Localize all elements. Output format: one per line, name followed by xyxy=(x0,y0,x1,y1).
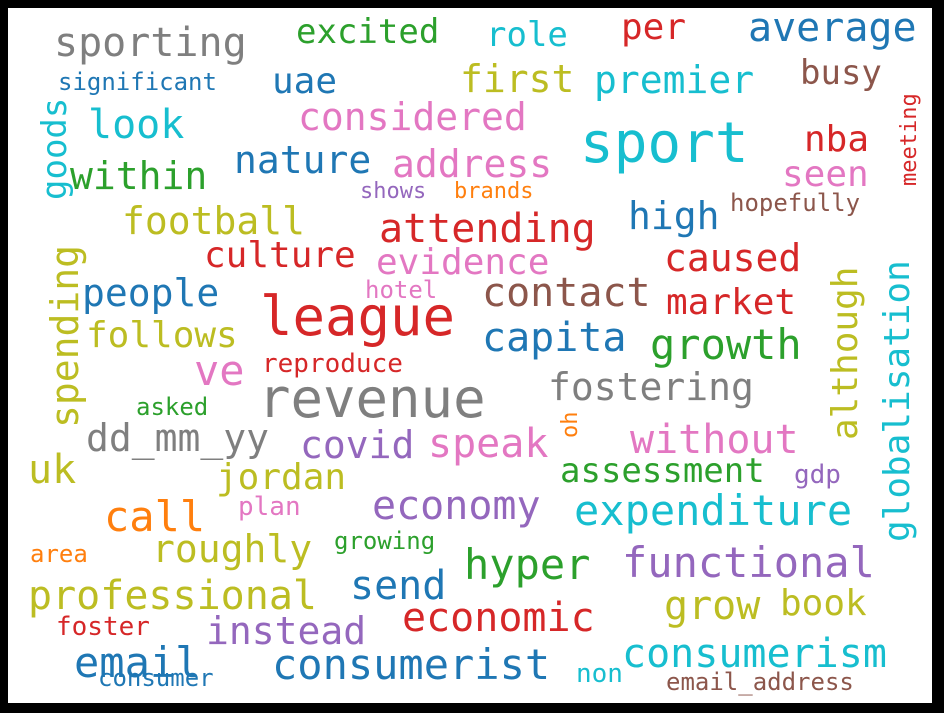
word-fostering: fostering xyxy=(548,365,754,409)
word-send: send xyxy=(350,563,447,609)
word-growing: growing xyxy=(334,527,436,555)
word-sporting: sporting xyxy=(54,20,247,66)
word-goods: goods xyxy=(35,97,75,200)
word-economic: economic xyxy=(402,595,595,641)
word-oh: oh xyxy=(558,411,583,439)
word-busy: busy xyxy=(800,53,882,93)
word-seen: seen xyxy=(782,154,869,195)
word-hyper: hyper xyxy=(464,540,591,589)
word-address: address xyxy=(392,142,553,186)
word-grow: grow xyxy=(664,583,761,629)
word-premier: premier xyxy=(594,58,755,102)
word-hotel: hotel xyxy=(365,276,438,304)
word-plan: plan xyxy=(238,492,301,522)
word-book: book xyxy=(780,583,867,624)
word-asked: asked xyxy=(136,393,209,421)
word-uk: uk xyxy=(28,447,77,493)
word-gdp: gdp xyxy=(794,460,841,490)
word-assessment: assessment xyxy=(560,451,765,491)
word-call: call xyxy=(104,492,206,541)
word-average: average xyxy=(748,8,917,51)
word-uae: uae xyxy=(272,61,338,102)
word-look: look xyxy=(88,102,185,148)
word-functional: functional xyxy=(622,538,875,587)
word-market: market xyxy=(666,282,797,323)
word-spending: spending xyxy=(43,244,87,428)
word-dd_mm_yy: dd_mm_yy xyxy=(86,416,270,460)
word-area: area xyxy=(30,540,88,568)
word-globalisation: globalisation xyxy=(877,260,918,542)
word-speak: speak xyxy=(428,421,549,467)
word-evidence: evidence xyxy=(376,242,550,283)
word-people: people xyxy=(82,271,220,315)
word-revenue: revenue xyxy=(258,367,486,430)
word-jordan: jordan xyxy=(216,457,347,498)
word-caused: caused xyxy=(664,236,802,280)
word-significant: significant xyxy=(58,68,217,96)
word-follows: follows xyxy=(86,315,238,356)
word-culture: culture xyxy=(204,235,356,276)
word-covid: covid xyxy=(300,423,415,467)
word-cloud: sporting excited role per average signif… xyxy=(8,8,932,703)
word-contact: contact xyxy=(482,270,651,316)
word-considered: considered xyxy=(298,95,527,139)
word-instead: instead xyxy=(206,609,367,653)
word-email_address: email_address xyxy=(666,668,854,696)
word-football: football xyxy=(122,199,306,243)
word-high: high xyxy=(628,194,720,238)
word-hopefully: hopefully xyxy=(730,189,861,217)
word-ve: ve xyxy=(194,346,245,395)
word-capita: capita xyxy=(482,315,627,361)
word-attending: attending xyxy=(379,206,596,252)
word-non: non xyxy=(576,659,623,689)
word-roughly: roughly xyxy=(152,527,313,571)
word-league: league xyxy=(260,285,456,348)
word-email: email xyxy=(74,638,201,687)
word-expenditure: expenditure xyxy=(574,486,853,535)
word-shows: shows xyxy=(360,179,427,204)
word-role: role xyxy=(486,15,568,55)
word-foster: foster xyxy=(56,612,150,642)
word-excited: excited xyxy=(296,12,440,52)
word-without: without xyxy=(630,417,799,463)
word-consumerist: consumerist xyxy=(272,640,551,689)
word-nature: nature xyxy=(234,138,372,182)
word-although: although xyxy=(825,266,866,440)
word-meeting: meeting xyxy=(897,93,922,186)
word-consumer: consumer xyxy=(98,664,214,692)
word-sport: sport xyxy=(580,111,749,176)
word-brands: brands xyxy=(454,179,534,204)
word-economy: economy xyxy=(372,483,541,529)
word-within: within xyxy=(70,154,208,198)
word-growth: growth xyxy=(650,320,802,369)
word-consumerism: consumerism xyxy=(622,631,887,677)
word-nba: nba xyxy=(804,119,870,160)
word-reproduce: reproduce xyxy=(262,349,403,379)
word-professional: professional xyxy=(28,573,317,619)
word-per: per xyxy=(621,8,687,48)
word-first: first xyxy=(460,57,575,101)
